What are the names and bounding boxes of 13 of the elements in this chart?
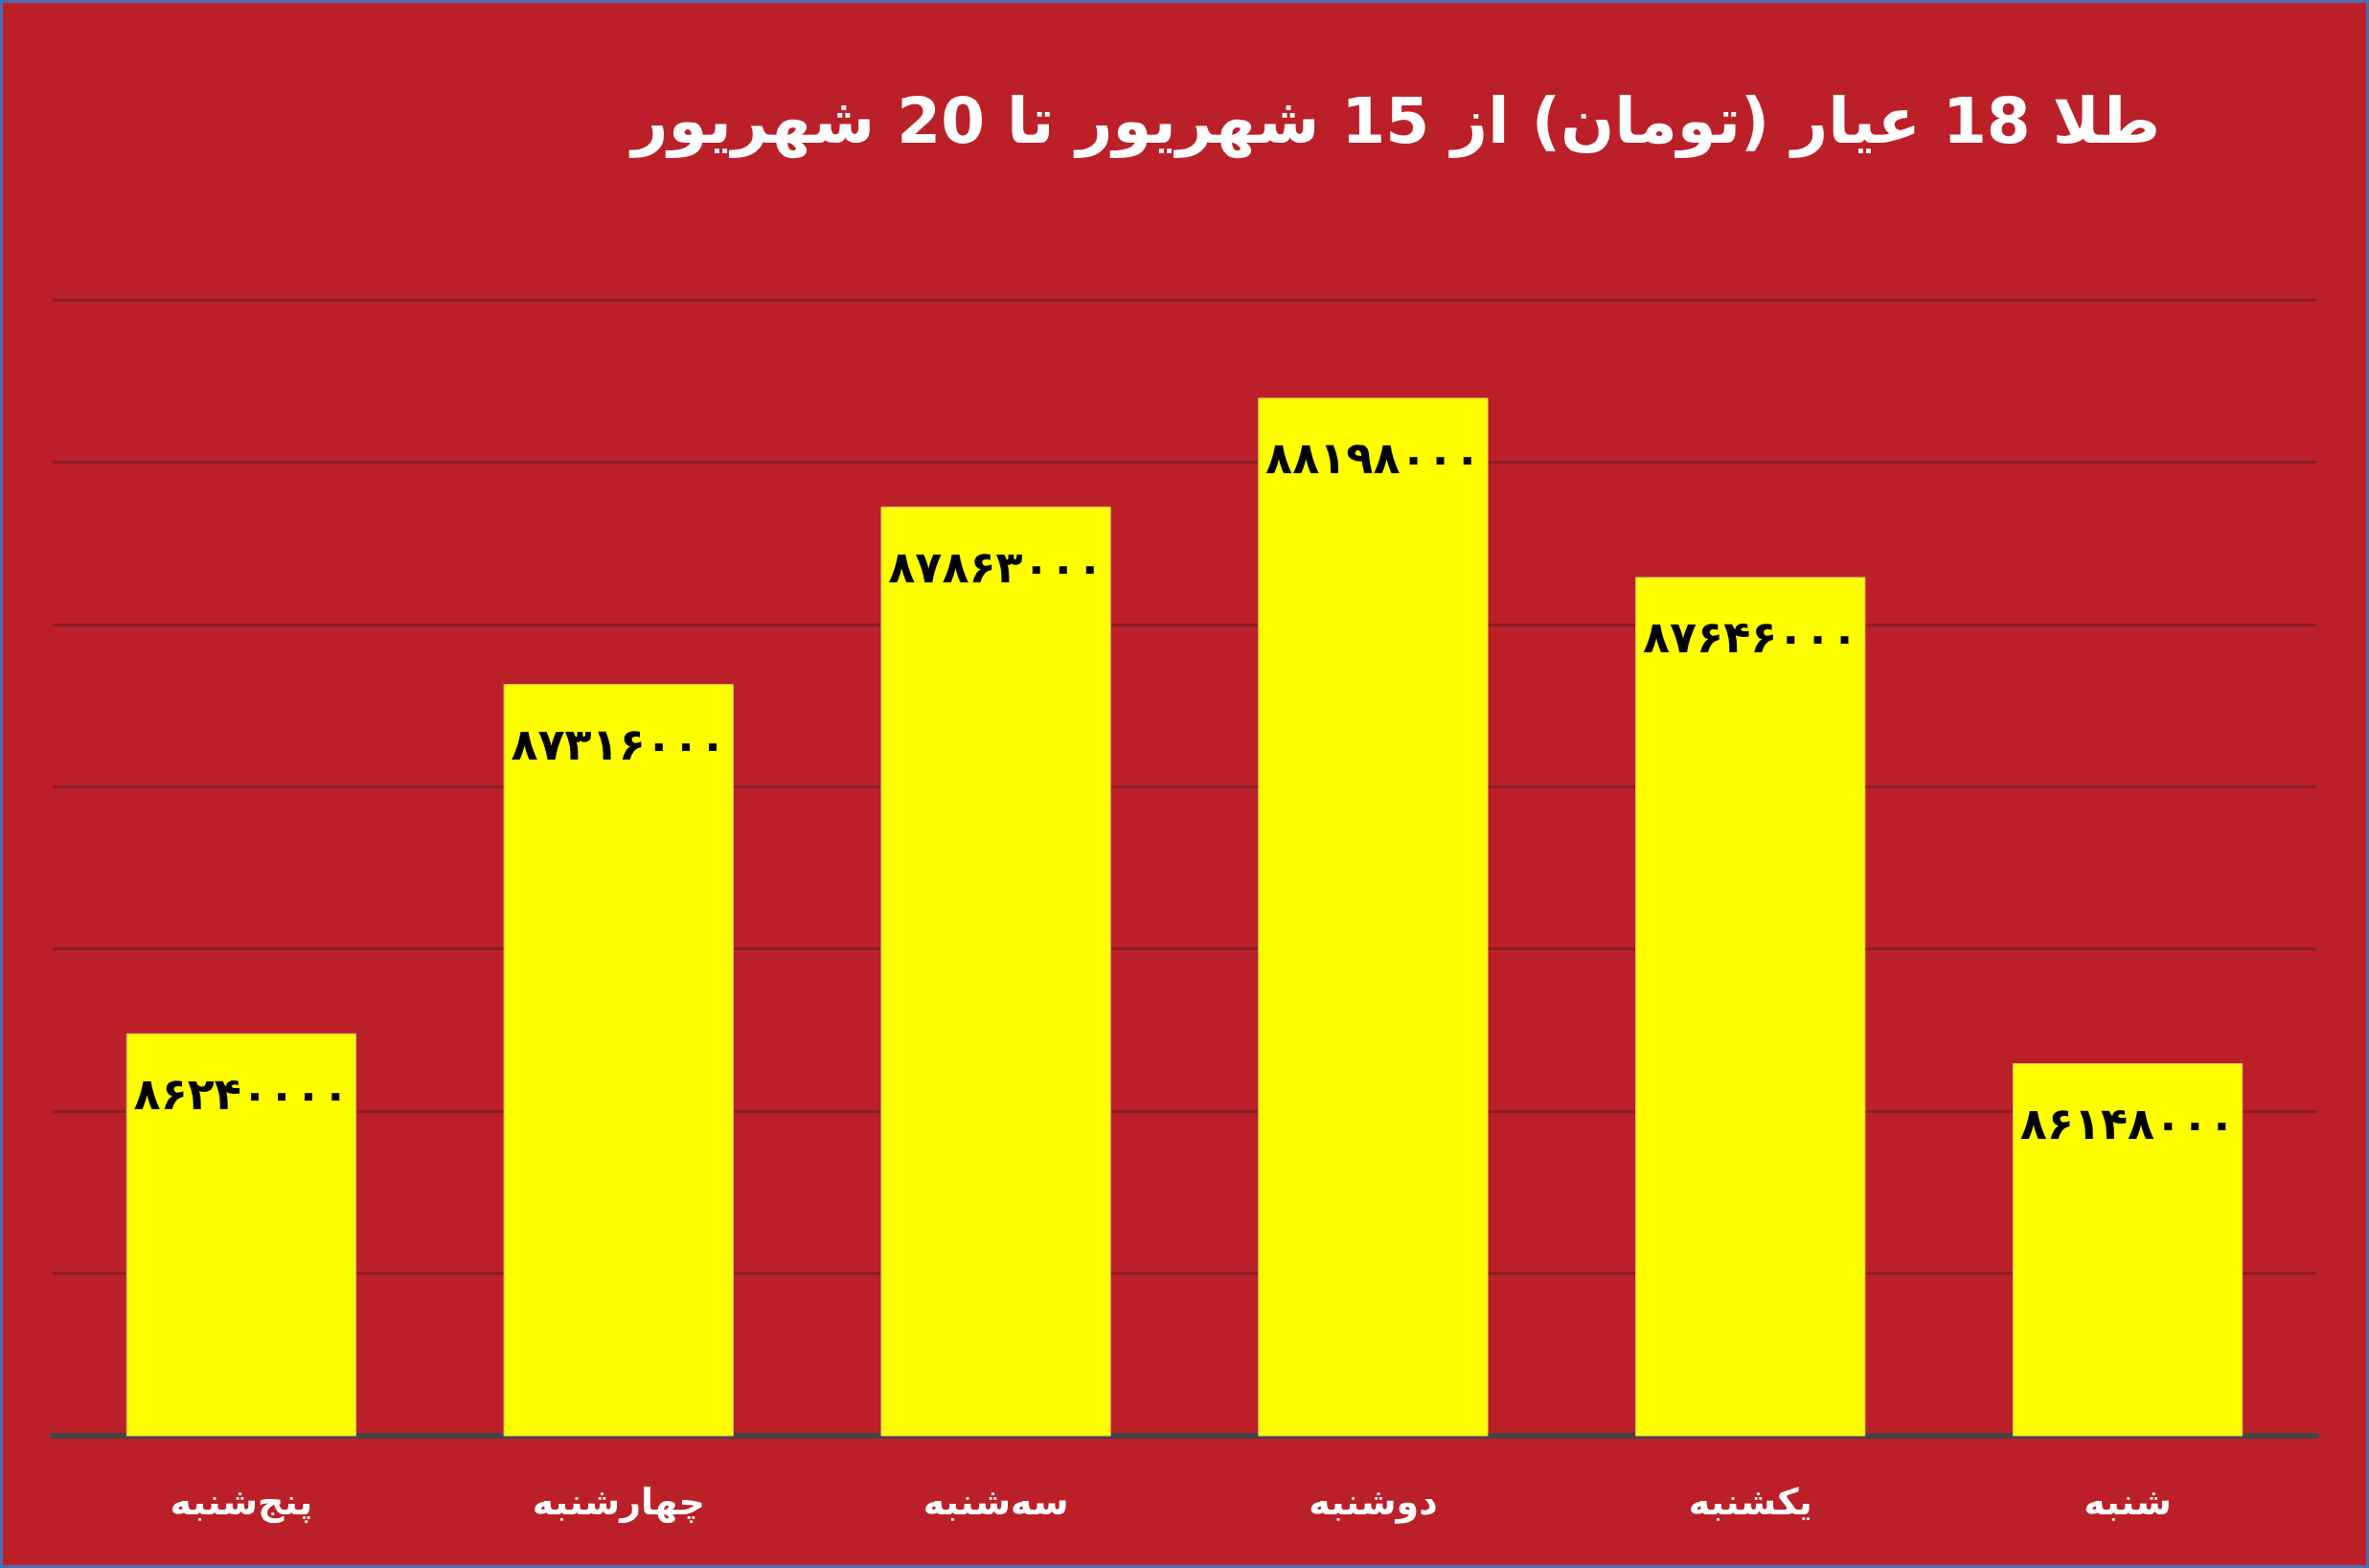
data-label: ۸۷۸۶۳۰۰۰: [888, 540, 1104, 593]
data-label: ۸۷۳۱۶۰۰۰: [511, 718, 727, 771]
x-tick-label: سه‌شنبه: [923, 1481, 1069, 1523]
data-label: ۸۶۲۴۰۰۰۰: [133, 1067, 350, 1120]
x-tick-label: پنج‌شنبه: [170, 1481, 313, 1523]
data-label: ۸۷۶۴۶۰۰۰: [1642, 611, 1858, 664]
x-tick-label: یکشنبه: [1688, 1481, 1812, 1523]
data-label: ۸۸۱۹۸۰۰۰: [1265, 432, 1481, 485]
x-tick-label: دوشنبه: [1309, 1481, 1438, 1524]
x-tick-label: شنبه: [2084, 1481, 2172, 1523]
x-tick-label: چهارشنبه: [532, 1481, 705, 1523]
chart-title: طلا 18 عیار (تومان) از 15 شهریور تا 20 شهریور: [628, 83, 2161, 159]
data-label: ۸۶۱۴۸۰۰۰: [2019, 1097, 2236, 1149]
